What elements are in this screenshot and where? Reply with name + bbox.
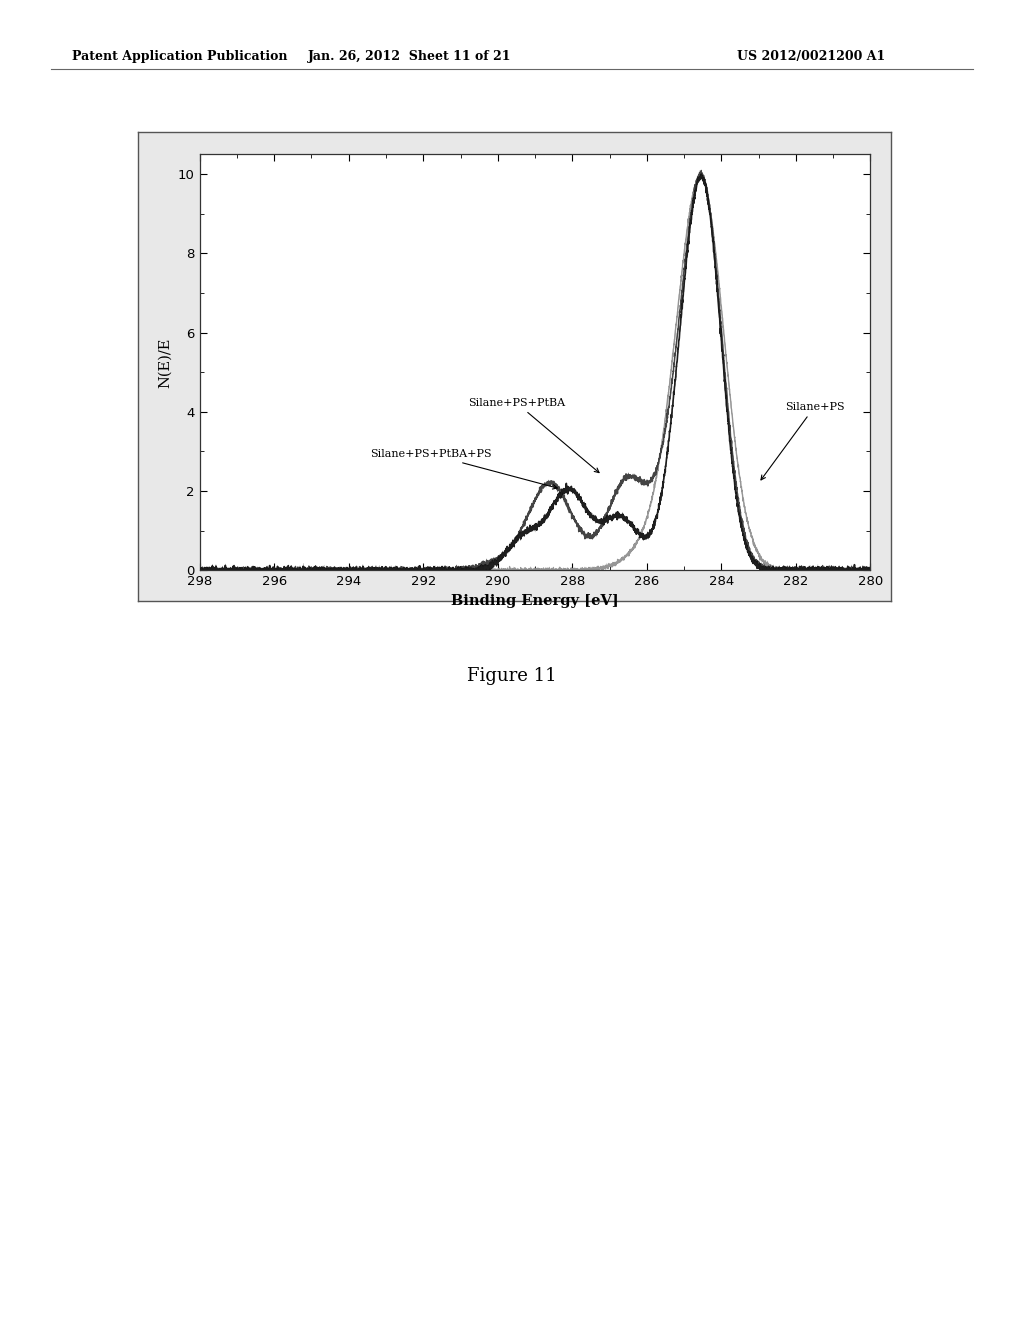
Text: Patent Application Publication: Patent Application Publication (72, 50, 287, 63)
Text: Jan. 26, 2012  Sheet 11 of 21: Jan. 26, 2012 Sheet 11 of 21 (308, 50, 511, 63)
X-axis label: Binding Energy [eV]: Binding Energy [eV] (452, 594, 618, 607)
Text: Silane+PS: Silane+PS (761, 401, 845, 480)
Text: US 2012/0021200 A1: US 2012/0021200 A1 (737, 50, 886, 63)
Y-axis label: N(E)/E: N(E)/E (159, 337, 172, 388)
Text: Figure 11: Figure 11 (467, 667, 557, 685)
Text: Silane+PS+PtBA: Silane+PS+PtBA (468, 397, 599, 473)
Text: Silane+PS+PtBA+PS: Silane+PS+PtBA+PS (370, 449, 557, 488)
